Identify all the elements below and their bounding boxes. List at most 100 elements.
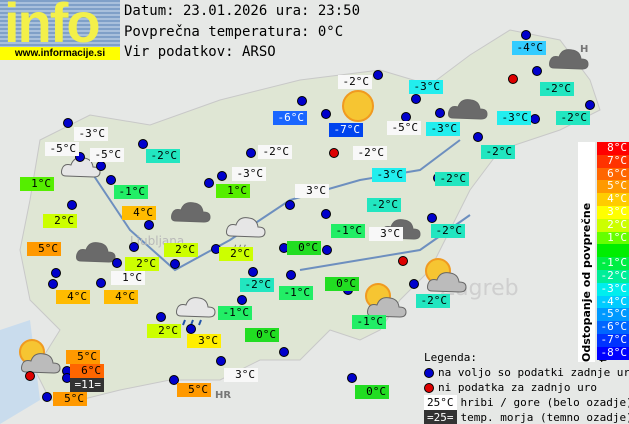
station-marker-available[interactable] [169, 375, 179, 385]
station-marker-available[interactable] [216, 356, 226, 366]
station-marker-available[interactable] [96, 278, 106, 288]
station-temperature: 6°C [70, 364, 104, 378]
scale-step: -4°C [597, 295, 629, 309]
scale-step [597, 244, 629, 258]
station-marker-available[interactable] [217, 171, 227, 181]
station-marker-available[interactable] [321, 109, 331, 119]
station-temperature: -2°C [353, 146, 387, 160]
cloudy-dark-icon [447, 92, 495, 140]
sunny-icon [340, 88, 388, 136]
station-marker-available[interactable] [322, 245, 332, 255]
scale-step: -6°C [597, 320, 629, 334]
station-temperature: 3°C [369, 227, 403, 241]
station-temperature: 2°C [43, 214, 77, 228]
station-temperature: -1°C [218, 306, 252, 320]
station-marker-missing[interactable] [25, 371, 35, 381]
station-temperature: -3°C [497, 111, 531, 125]
station-temperature: -6°C [273, 111, 307, 125]
station-marker-available[interactable] [106, 175, 116, 185]
station-marker-available[interactable] [63, 118, 73, 128]
station-marker-available[interactable] [373, 70, 383, 80]
station-marker-available[interactable] [237, 295, 247, 305]
station-marker-available[interactable] [96, 161, 106, 171]
station-marker-available[interactable] [75, 152, 85, 162]
station-marker-available[interactable] [112, 258, 122, 268]
station-marker-available[interactable] [144, 220, 154, 230]
data-source: Vir podatkov: ARSO [124, 44, 276, 60]
partly-cloudy-icon [360, 280, 408, 328]
station-marker-available[interactable] [129, 242, 139, 252]
station-temperature: -5°C [387, 121, 421, 135]
scale-step: -1°C [597, 256, 629, 270]
scale-step: -7°C [597, 333, 629, 347]
station-temperature: 1°C [216, 184, 250, 198]
station-marker-available[interactable] [427, 213, 437, 223]
station-marker-available[interactable] [435, 108, 445, 118]
cloudy-dark-icon [548, 42, 596, 90]
station-marker-available[interactable] [532, 66, 542, 76]
logo-text: info [4, 0, 101, 54]
station-marker-available[interactable] [170, 259, 180, 269]
station-marker-available[interactable] [411, 94, 421, 104]
station-marker-available[interactable] [321, 209, 331, 219]
station-marker-available[interactable] [186, 324, 196, 334]
info-logo[interactable]: info www.informacije.si [0, 0, 120, 60]
station-marker-available[interactable] [156, 312, 166, 322]
station-temperature: 0°C [355, 385, 389, 399]
station-marker-available[interactable] [67, 200, 77, 210]
scale-step: -3°C [597, 282, 629, 296]
station-temperature: -2°C [338, 75, 372, 89]
station-temperature: 4°C [104, 290, 138, 304]
station-marker-available[interactable] [530, 114, 540, 124]
station-marker-available[interactable] [42, 392, 52, 402]
station-marker-available[interactable] [279, 347, 289, 357]
station-marker-available[interactable] [204, 178, 214, 188]
station-temperature: -1°C [331, 224, 365, 238]
station-marker-available[interactable] [347, 373, 357, 383]
station-temperature: -1°C [114, 185, 148, 199]
station-marker-available[interactable] [585, 100, 595, 110]
station-temperature: -2°C [431, 224, 465, 238]
station-marker-available[interactable] [473, 132, 483, 142]
scale-title: Odstopanje od povprečne temperature: [578, 142, 610, 362]
station-marker-available[interactable] [297, 96, 307, 106]
station-marker-missing[interactable] [329, 148, 339, 158]
station-marker-available[interactable] [285, 200, 295, 210]
svg-text:,,,: ,,, [233, 239, 247, 248]
station-marker-missing[interactable] [508, 74, 518, 84]
logo-url[interactable]: www.informacije.si [0, 47, 120, 60]
legend: Legenda: na voljo so podatki zadnje ure … [424, 350, 629, 424]
legend-blue-text: na voljo so podatki zadnje ure [438, 366, 629, 379]
scale-step: 4°C [597, 192, 629, 206]
station-temperature: 3°C [295, 184, 329, 198]
station-temperature: -3°C [232, 167, 266, 181]
red-dot-icon [424, 382, 434, 393]
station-marker-available[interactable] [286, 270, 296, 280]
station-marker-available[interactable] [246, 148, 256, 158]
station-temperature: -2°C [367, 198, 401, 212]
station-temperature: 1°C [111, 271, 145, 285]
scale-step: -5°C [597, 308, 629, 322]
station-temperature: -2°C [481, 145, 515, 159]
station-marker-available[interactable] [138, 139, 148, 149]
station-marker-available[interactable] [521, 30, 531, 40]
blue-dot-icon [424, 367, 434, 378]
station-temperature: -2°C [146, 149, 180, 163]
color-scale: 8°C 7°C 6°C 5°C 4°C 3°C 2°C 1°C -1°C -2°C -3°C -4°C… [597, 141, 629, 360]
station-temperature: -5°C [45, 142, 79, 156]
station-marker-available[interactable] [51, 268, 61, 278]
station-marker-available[interactable] [48, 279, 58, 289]
cloudy-dark-icon [170, 195, 218, 243]
scale-step: 1°C [597, 231, 629, 245]
station-temperature: 0°C [245, 328, 279, 342]
station-temperature: -2°C [435, 172, 469, 186]
country-label-h: H [580, 44, 588, 55]
partly-cloudy-icon [420, 255, 468, 303]
station-temperature: -3°C [74, 127, 108, 141]
station-temperature: -3°C [426, 122, 460, 136]
station-marker-available[interactable] [409, 279, 419, 289]
station-marker-available[interactable] [248, 267, 258, 277]
station-marker-missing[interactable] [398, 256, 408, 266]
station-temperature: 2°C [125, 257, 159, 271]
